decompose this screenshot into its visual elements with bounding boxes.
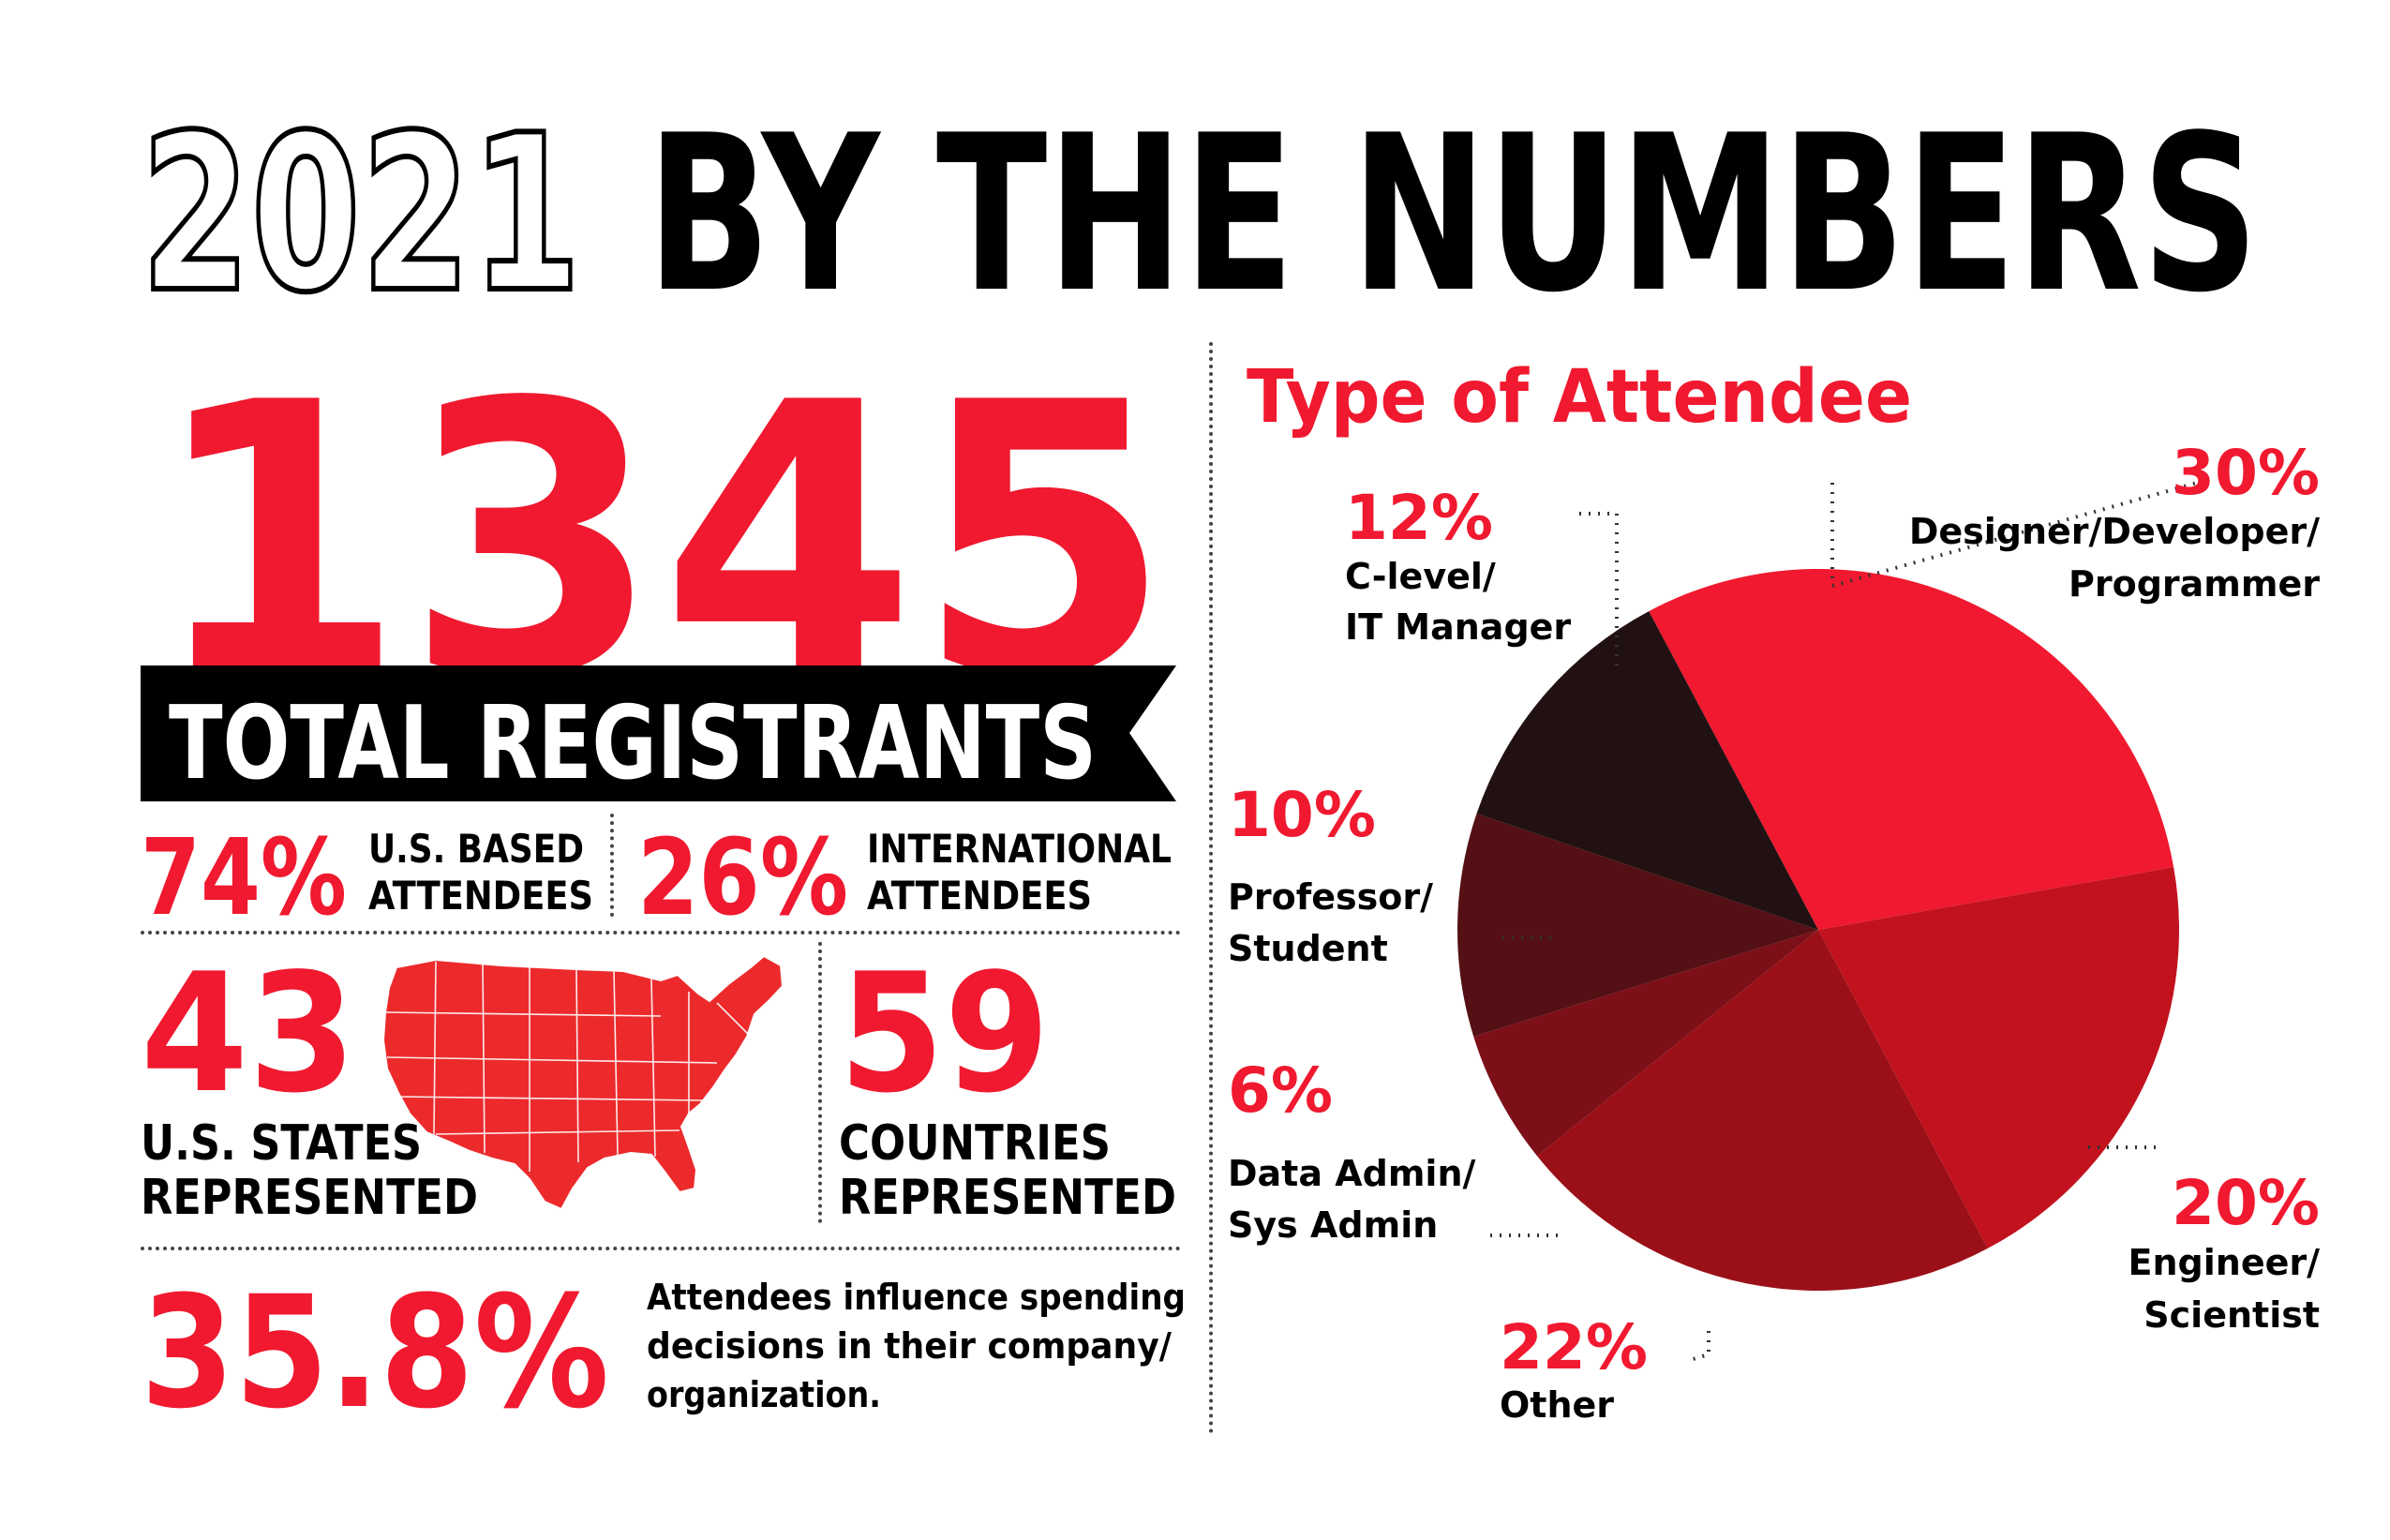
slice-pct-label: 20%	[2172, 1167, 2320, 1239]
us-label-1: U.S. BASED	[368, 826, 584, 872]
leader-line	[1686, 1331, 1710, 1363]
title-rest: BY THE NUMBERS	[647, 111, 2259, 317]
slice-pct-label: 12%	[1345, 482, 1493, 554]
slice-category-label: Scientist	[2144, 1294, 2320, 1336]
svg-text:TOTAL REGISTRANTS: TOTAL REGISTRANTS	[169, 685, 1097, 797]
divider	[610, 814, 614, 917]
divider	[141, 931, 1181, 934]
slice-pct-label: 6%	[1228, 1054, 1333, 1127]
influence-line-2: decisions in their company/	[647, 1325, 1172, 1367]
slice-category-label: Programmer	[2069, 563, 2320, 605]
divider	[1209, 342, 1213, 1434]
leader-line	[1830, 478, 2208, 589]
pie-slice	[1649, 569, 2174, 930]
slice-category-label: C-level/	[1345, 556, 1496, 597]
registrant-count: 1345	[150, 354, 1172, 673]
intl-label-2: ATTENDEES	[867, 873, 1092, 919]
pie-slice	[1473, 930, 1818, 1157]
countries-label-1: COUNTRIES	[839, 1115, 1111, 1172]
slice-pct-label: 30%	[2172, 437, 2320, 509]
influence-stat: 35.8% Attendees influence spending decis…	[141, 1270, 1186, 1420]
us-label-2: ATTENDEES	[368, 873, 593, 919]
registrant-count-text: 1345	[150, 354, 1172, 673]
slice-category-label: Sys Admin	[1228, 1204, 1438, 1246]
registrants-banner	[141, 665, 1176, 801]
influence-pct: 35.8%	[141, 1270, 609, 1420]
title-year: 2021	[141, 111, 581, 317]
leader-line	[1579, 512, 1619, 665]
countries-count: 59	[839, 951, 1050, 1129]
slice-category-label: Student	[1228, 928, 1388, 969]
divider	[141, 1247, 1181, 1250]
states-label-1: U.S. STATES	[141, 1115, 422, 1172]
countries-label-2: REPRESENTED	[839, 1170, 1176, 1226]
slice-category-label: Other	[1500, 1384, 1614, 1426]
pie-slice	[1536, 930, 1988, 1291]
attendee-split: 74% U.S. BASED ATTENDEES 26% INTERNATION…	[141, 820, 1172, 923]
divider	[818, 942, 822, 1223]
page-title: 2021 BY THE NUMBERS	[141, 111, 2259, 317]
slice-category-label: Data Admin/	[1228, 1153, 1476, 1194]
pie-slice	[1476, 611, 1818, 930]
slice-category-label: Designer/Developer/	[1909, 511, 2320, 552]
states-label-2: REPRESENTED	[141, 1170, 478, 1226]
attendee-pie-chart: Type of Attendee 30%Designer/Developer/P…	[1228, 355, 2321, 1426]
slice-category-label: Engineer/	[2129, 1242, 2321, 1283]
slice-category-label: Professor/	[1228, 876, 1433, 918]
influence-line-3: organization.	[647, 1374, 881, 1415]
pie-slice	[1457, 813, 1818, 1037]
countries-stat: 59 COUNTRIES REPRESENTED	[839, 951, 1176, 1226]
pie-slice	[1818, 867, 2179, 1248]
us-pct: 74%	[141, 820, 347, 923]
states-count: 43	[141, 951, 356, 1129]
slice-category-label: IT Manager	[1345, 606, 1571, 648]
us-map-icon	[381, 954, 784, 1211]
slice-pct-label: 10%	[1228, 779, 1376, 851]
intl-label-1: INTERNATIONAL	[867, 826, 1172, 872]
intl-pct: 26%	[637, 820, 848, 923]
states-stat: 43 U.S. STATES REPRESENTED	[141, 951, 478, 1226]
registrants-label: TOTAL REGISTRANTS	[169, 685, 1097, 797]
chart-title: Type of Attendee	[1247, 355, 1912, 440]
slice-pct-label: 22%	[1500, 1311, 1648, 1383]
influence-line-1: Attendees influence spending	[647, 1277, 1186, 1318]
